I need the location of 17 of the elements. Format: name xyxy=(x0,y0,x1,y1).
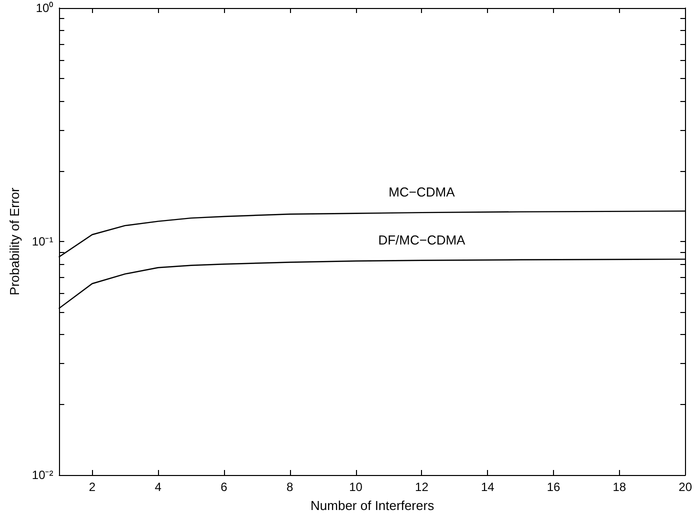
x-axis-title: Number of Interferers xyxy=(310,498,435,513)
x-tick-label: 8 xyxy=(286,480,294,494)
x-tick-label: 18 xyxy=(612,480,626,494)
series-label: DF/MC−CDMA xyxy=(378,232,466,248)
x-tick-label: 12 xyxy=(415,480,429,494)
series-label: MC−CDMA xyxy=(388,184,456,200)
x-tick-label: 6 xyxy=(220,480,228,494)
y-tick-label: 10⁻¹ xyxy=(32,234,54,248)
x-tick-label: 16 xyxy=(546,480,561,494)
x-tick-label: 20 xyxy=(678,480,692,494)
x-tick-label: 4 xyxy=(154,480,162,494)
x-tick-label: 2 xyxy=(88,480,96,494)
y-tick-label: 10⁻² xyxy=(32,468,54,482)
y-tick-label: 10⁰ xyxy=(36,1,54,15)
x-tick-label: 14 xyxy=(480,480,495,494)
x-tick-label: 10 xyxy=(349,480,363,494)
y-axis-title: Probability of Error xyxy=(7,187,22,296)
